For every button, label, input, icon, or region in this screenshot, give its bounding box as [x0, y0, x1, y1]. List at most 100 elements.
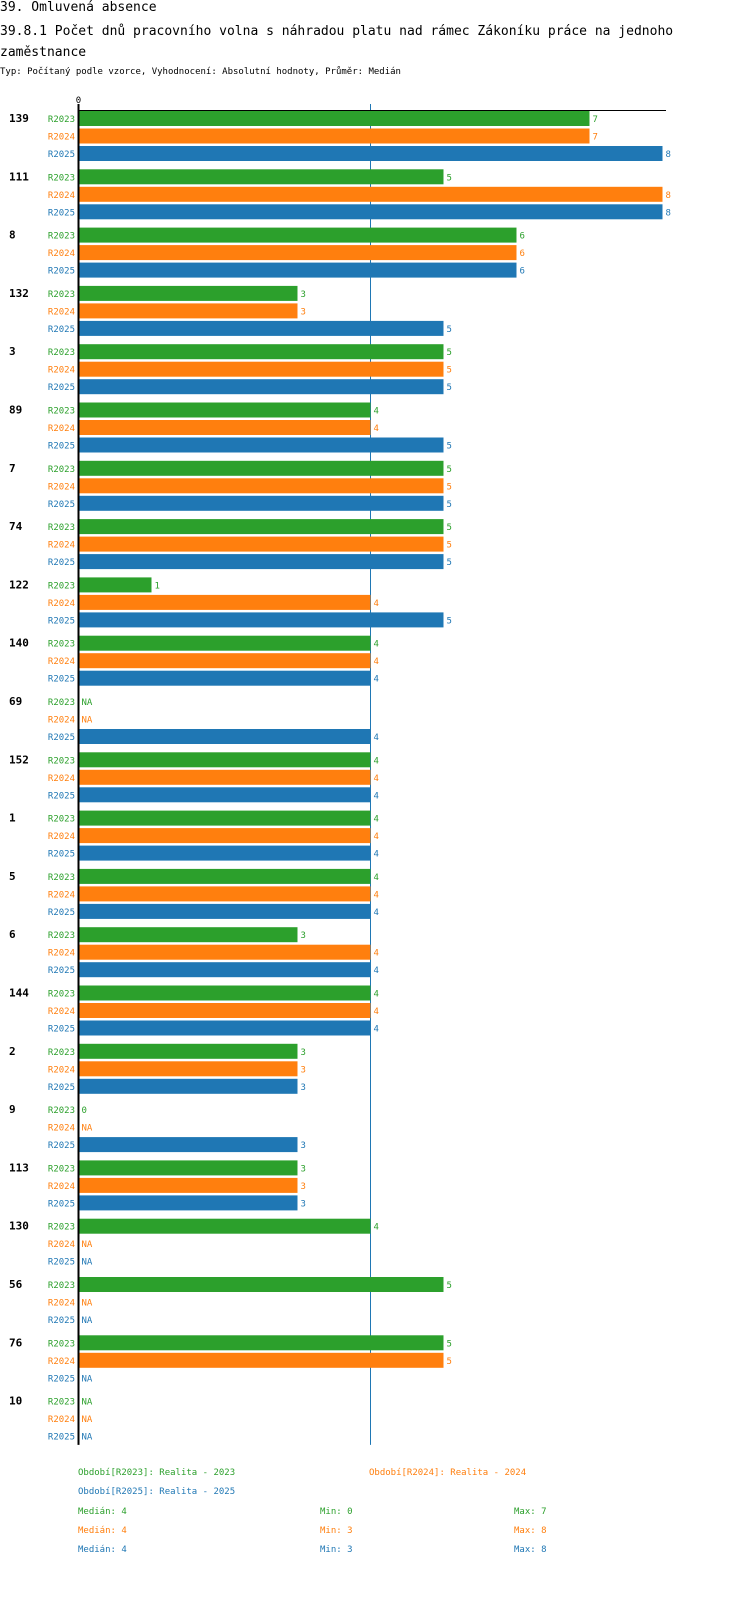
value-label: 4 — [374, 756, 379, 766]
legend-r2023: Období[R2023]: Realita - 2023 — [78, 1468, 236, 1478]
series-label: R2025 — [48, 1141, 75, 1151]
stat-max-r2024: Max: 8 — [514, 1526, 547, 1536]
value-label: 6 — [520, 232, 525, 242]
bar — [78, 886, 371, 902]
value-label: 5 — [447, 1281, 452, 1291]
bar — [78, 810, 371, 826]
series-label: R2024 — [48, 599, 75, 609]
na-label: NA — [82, 1415, 93, 1425]
bar — [78, 169, 444, 185]
series-label: R2024 — [48, 133, 75, 143]
bar — [78, 437, 444, 453]
stat-max-r2025: Max: 8 — [514, 1545, 547, 1555]
legend-r2025: Období[R2025]: Realita - 2025 — [78, 1487, 236, 1497]
category-label: 140 — [9, 637, 29, 650]
series-label: R2024 — [48, 1357, 75, 1367]
bar — [78, 128, 590, 144]
series-label: R2024 — [48, 832, 75, 842]
value-label: 4 — [374, 599, 379, 609]
axis-zero-tick-label: 0 — [76, 96, 81, 106]
stat-min-r2025: Min: 3 — [320, 1545, 353, 1555]
value-label: 4 — [374, 657, 379, 667]
bar — [78, 752, 371, 768]
series-label: R2023 — [48, 640, 75, 650]
category-label: 76 — [9, 1336, 23, 1349]
na-label: NA — [82, 698, 93, 708]
bar — [78, 285, 298, 301]
series-label: R2023 — [48, 1106, 75, 1116]
value-label: 5 — [447, 383, 452, 393]
series-label: R2023 — [48, 873, 75, 883]
value-label: 5 — [447, 1357, 452, 1367]
value-label: 4 — [374, 675, 379, 685]
value-label: 5 — [447, 442, 452, 452]
bar — [78, 787, 371, 803]
series-label: R2024 — [48, 716, 75, 726]
series-label: R2024 — [48, 249, 75, 259]
value-label: 5 — [447, 366, 452, 376]
series-label: R2025 — [48, 1199, 75, 1209]
series-label: R2024 — [48, 1415, 75, 1425]
bar — [78, 1218, 371, 1234]
bar — [78, 245, 517, 261]
series-label: R2025 — [48, 383, 75, 393]
value-label: 7 — [593, 115, 598, 125]
value-label: 3 — [301, 931, 306, 941]
value-label: 4 — [374, 407, 379, 417]
series-label: R2024 — [48, 424, 75, 434]
bar — [78, 845, 371, 861]
stat-min-r2023: Min: 0 — [320, 1507, 353, 1517]
series-label: R2025 — [48, 500, 75, 510]
bar — [78, 262, 517, 278]
category-label: 9 — [9, 1103, 16, 1116]
value-label: 4 — [374, 966, 379, 976]
series-label: R2023 — [48, 407, 75, 417]
series-label: R2024 — [48, 366, 75, 376]
value-label: 5 — [447, 616, 452, 626]
value-label: 5 — [447, 541, 452, 551]
stat-min-r2024: Min: 3 — [320, 1526, 353, 1536]
bar — [78, 1137, 298, 1153]
series-label: R2024 — [48, 1182, 75, 1192]
bar — [78, 594, 371, 610]
series-label: R2025 — [48, 267, 75, 277]
bar — [78, 111, 590, 126]
value-label: 8 — [666, 208, 671, 218]
series-label: R2023 — [48, 581, 75, 591]
series-label: R2023 — [48, 815, 75, 825]
category-label: 113 — [9, 1161, 29, 1174]
category-label: 74 — [9, 520, 23, 533]
bar — [78, 1078, 298, 1094]
series-label: R2024 — [48, 482, 75, 492]
series-label: R2023 — [48, 756, 75, 766]
value-label: 5 — [447, 465, 452, 475]
bar — [78, 186, 663, 202]
category-label: 1 — [9, 812, 16, 825]
value-label: 3 — [301, 1065, 306, 1075]
value-label: 6 — [520, 267, 525, 277]
bar — [78, 303, 298, 319]
series-label: R2025 — [48, 908, 75, 918]
value-label: 1 — [155, 581, 160, 591]
bar — [78, 903, 371, 919]
value-label: 3 — [301, 1048, 306, 1058]
series-label: R2025 — [48, 1025, 75, 1035]
na-label: NA — [82, 1240, 93, 1250]
value-label: 5 — [447, 523, 452, 533]
bar — [78, 1352, 444, 1368]
na-label: NA — [82, 716, 93, 726]
series-label: R2023 — [48, 698, 75, 708]
na-label: NA — [82, 1258, 93, 1268]
value-label: 3 — [301, 1141, 306, 1151]
value-label: 4 — [374, 890, 379, 900]
value-label: 0 — [82, 1106, 87, 1116]
na-label: NA — [82, 1124, 93, 1134]
bar — [78, 146, 663, 161]
bar — [78, 204, 663, 220]
legend-r2024: Období[R2024]: Realita - 2024 — [369, 1468, 527, 1478]
bar — [78, 320, 444, 336]
bar — [78, 402, 371, 418]
stat-median-r2025: Medián: 4 — [78, 1545, 127, 1555]
na-label: NA — [82, 1316, 93, 1326]
value-label: 5 — [447, 325, 452, 335]
